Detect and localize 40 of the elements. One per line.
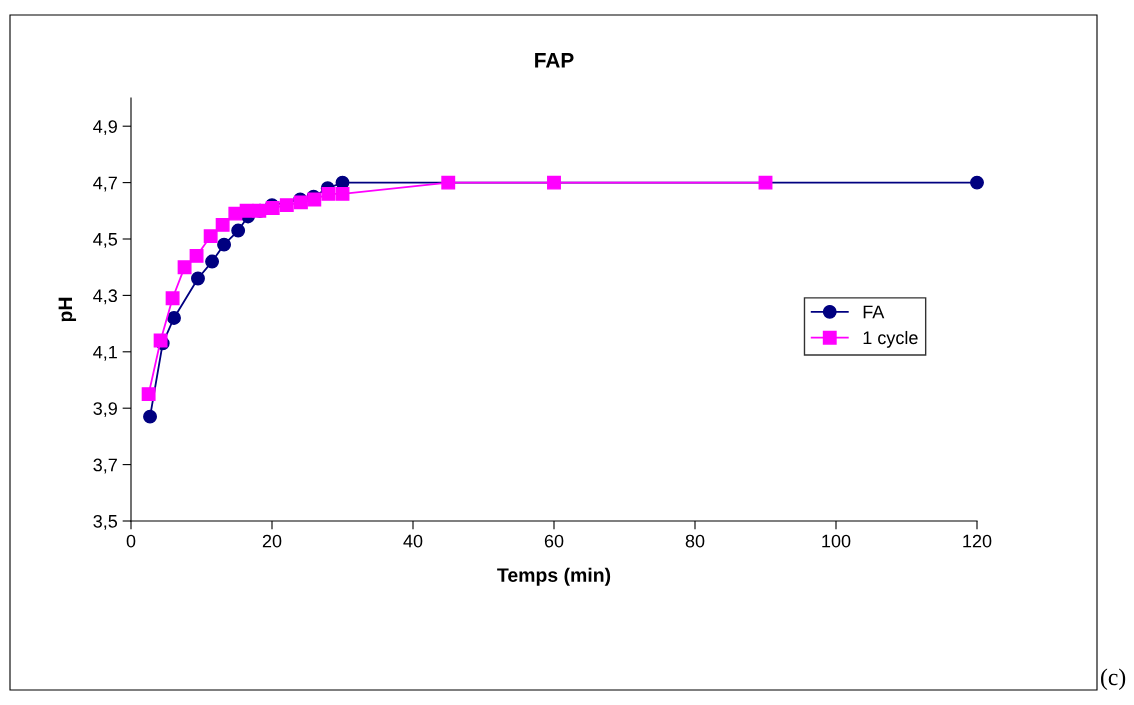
point — [321, 186, 336, 201]
point — [547, 175, 561, 190]
point — [177, 260, 192, 275]
y-tick-label: 4,3 — [93, 289, 118, 305]
point — [143, 409, 157, 424]
x-tick-label: 40 — [403, 534, 423, 548]
x-tick-label: 80 — [685, 534, 705, 548]
legend-label: 1 cycle — [863, 330, 918, 348]
y-tick-label: 3,5 — [93, 514, 118, 530]
x-tick-label: 60 — [544, 534, 564, 548]
text: (c) — [1101, 668, 1126, 690]
legend-label: FA — [863, 305, 885, 319]
point — [335, 186, 350, 201]
point — [203, 229, 218, 244]
chart-title: FAP — [535, 53, 574, 68]
point — [215, 217, 230, 232]
point — [165, 291, 180, 306]
point — [217, 237, 232, 252]
x-tick-label: 100 — [822, 534, 851, 548]
point — [758, 175, 773, 190]
point — [205, 254, 220, 269]
point — [279, 198, 294, 213]
x-tick-label: 20 — [262, 534, 282, 548]
x-tick-label: 0 — [126, 534, 136, 548]
y-tick-label: 3,9 — [93, 402, 117, 418]
y-tick-label: 4,7 — [93, 176, 117, 192]
point — [141, 387, 156, 402]
point — [189, 248, 204, 263]
y-tick-label: 4,9 — [93, 120, 117, 136]
x-tick-label: 120 — [963, 534, 992, 548]
point — [970, 175, 984, 190]
y-axis-title: pH — [58, 297, 77, 322]
y-tick-label: 3,7 — [93, 458, 117, 474]
y-tick-label: 4,1 — [93, 345, 117, 361]
y-tick-label: 4,5 — [93, 233, 118, 248]
point — [231, 223, 246, 238]
point — [441, 175, 456, 190]
x-axis-title: Temps (min) — [497, 567, 611, 586]
point — [167, 311, 181, 325]
point — [191, 271, 205, 286]
